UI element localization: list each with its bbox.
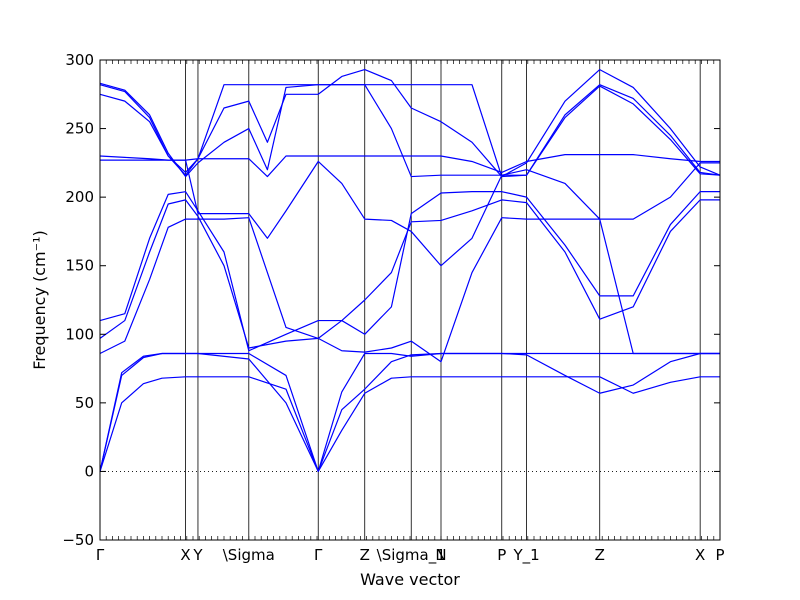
band-line-9: [99, 69, 721, 178]
y-tick-label: 200: [65, 188, 94, 206]
x-tick-label: Γ: [314, 546, 323, 564]
series-layer: [99, 69, 721, 473]
x-tick-label: P: [497, 546, 506, 564]
y-axis-label: Frequency (cm⁻¹): [30, 230, 49, 369]
plot-area: [99, 60, 721, 540]
x-tick-label: Γ: [96, 546, 105, 564]
x-tick-label: Z: [595, 546, 605, 564]
band-line-4: [99, 217, 720, 363]
y-tick-label: 150: [65, 257, 94, 275]
y-tick-label: 0: [84, 462, 94, 480]
band-line-11: [99, 84, 721, 178]
x-tick-label: X: [180, 546, 190, 564]
x-tick-label: N: [435, 546, 446, 564]
band-line-3: [99, 352, 720, 473]
x-tick-label: Y: [192, 546, 203, 564]
y-tick-label: −50: [62, 531, 94, 549]
y-tick-label: 250: [65, 120, 94, 138]
x-tick-label: X: [695, 546, 705, 564]
plot-background: [100, 60, 720, 540]
band-line-5: [99, 199, 720, 349]
band-line-6: [99, 191, 720, 352]
y-tick-label: 50: [75, 394, 94, 412]
y-tick-label: 300: [65, 51, 94, 69]
x-axis-label: Wave vector: [360, 570, 460, 589]
x-tick-label: \Sigma: [223, 546, 275, 564]
x-tick-label: Z: [360, 546, 370, 564]
band-line-1: [99, 376, 720, 473]
band-line-8: [99, 154, 720, 178]
x-tick-label: \Sigma_1: [377, 546, 446, 565]
y-tick-label: 100: [65, 325, 94, 343]
x-tick-label: Y_1: [512, 546, 539, 565]
plot-frame: [99, 59, 721, 541]
x-tick-label: P: [715, 546, 724, 564]
